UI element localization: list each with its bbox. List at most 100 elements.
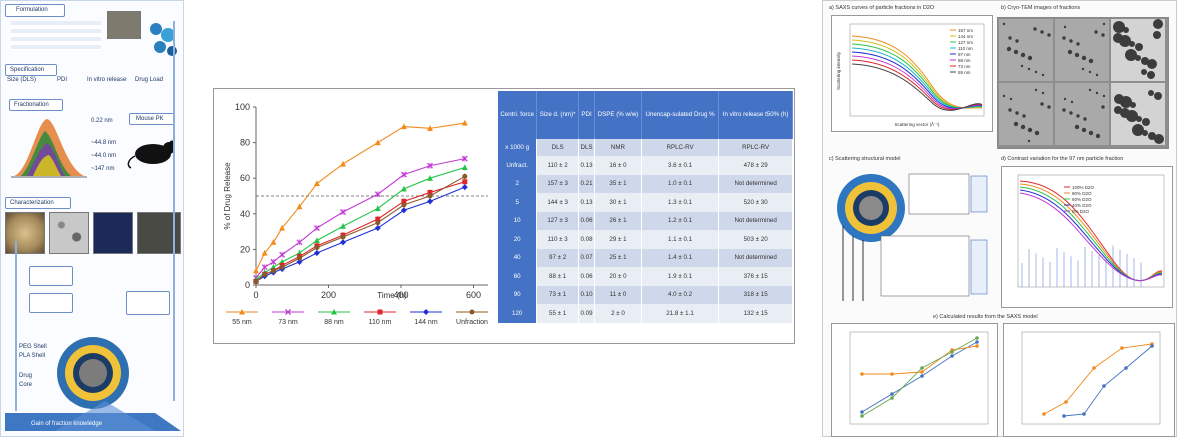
characterization-label: Characterization — [10, 200, 54, 206]
data-point — [374, 139, 381, 146]
data-point — [313, 249, 320, 256]
tem-particle — [1013, 121, 1019, 127]
result-line — [861, 341, 978, 413]
tem-particle — [1095, 133, 1101, 139]
mouse-icon — [127, 140, 175, 169]
fraction-size-label: ~44.8 nm — [91, 140, 117, 146]
legend-marker — [239, 309, 245, 315]
data-point — [297, 255, 302, 261]
legend-swatch — [272, 309, 304, 315]
data-point — [261, 249, 268, 256]
tem-particle — [1153, 19, 1163, 29]
result-line — [1043, 343, 1153, 415]
tem-particle — [1147, 59, 1157, 69]
table-cell: Not determined — [718, 211, 793, 230]
legend-label: 55 nm — [958, 70, 971, 75]
tem-particle — [1069, 39, 1073, 43]
table-cell: 97 ± 2 — [536, 248, 579, 267]
result-point — [1042, 412, 1046, 416]
flow-arrow — [173, 21, 175, 401]
data-point — [313, 237, 320, 243]
knowledge-banner-label: Gain of fraction knowledge — [31, 421, 103, 427]
result-point — [920, 374, 924, 378]
table-cell: 21.8 ± 1.1 — [641, 304, 720, 323]
tem-particle — [1063, 25, 1067, 29]
tem-particle — [1154, 134, 1164, 144]
legend-item: 88 nm — [312, 307, 356, 326]
formulation-notes — [11, 21, 101, 51]
table-cell: 503 ± 20 — [718, 230, 793, 249]
table-row: 40 97 ± 2 0.07 25 ± 1 1.4 ± 0.1 Not determine… — [498, 248, 793, 267]
tem-particle — [1147, 71, 1155, 79]
tem-particle — [1120, 108, 1130, 118]
tem-thumb — [49, 212, 89, 254]
table-cell: 2 ± 0 — [594, 304, 642, 323]
y-axis-label: % of Drug Release — [223, 162, 232, 230]
table-cell: 127 ± 3 — [536, 211, 579, 230]
tem-particle — [1041, 91, 1045, 95]
fraction-size-label: 0.22 nm — [91, 118, 113, 124]
legend-label: 157 nm — [958, 28, 973, 33]
legend-label: 110 nm — [368, 319, 392, 326]
table-header: Size d. (nm)* — [536, 91, 579, 139]
saxs-results-plot-right — [1003, 323, 1175, 437]
y-tick-label: 60 — [240, 173, 250, 183]
table-cell: 30 ± 1 — [594, 193, 642, 212]
table-row: 60 88 ± 1 0.06 20 ± 0 1.9 ± 0.1 376 ± 15 — [498, 267, 793, 286]
data-point — [375, 216, 381, 222]
method-box — [29, 293, 73, 313]
table-cell: Unfract. — [498, 156, 538, 175]
x-axis-label: Scattering vector (Å⁻¹) — [895, 121, 940, 127]
cryo-tem-grid — [997, 17, 1169, 149]
data-point — [427, 175, 433, 181]
legend-label: 144 nm — [958, 34, 973, 39]
data-point — [401, 198, 407, 204]
y-tick-label: 0 — [245, 280, 250, 290]
series-line — [255, 175, 466, 282]
table-cell: 1.1 ± 0.1 — [641, 230, 720, 249]
knowledge-banner — [5, 401, 181, 431]
tem-particle — [1114, 106, 1122, 114]
tem-particle — [1062, 36, 1066, 40]
y-tick-label: 20 — [240, 244, 250, 254]
table-cell: 90 — [498, 285, 538, 304]
tem-particle — [1148, 132, 1156, 140]
data-point — [279, 264, 285, 270]
result-point — [1150, 344, 1154, 348]
table-header: In vitro release t50% (h) — [718, 91, 793, 139]
saxs-instrument-thumb — [93, 212, 133, 254]
result-point — [1120, 346, 1124, 350]
legend-label: 88 nm — [324, 319, 344, 326]
x-axis-label: Time (h) — [377, 291, 407, 300]
result-point — [975, 344, 979, 348]
tem-particle — [1102, 22, 1106, 26]
result-point — [890, 396, 894, 400]
x-tick-label: 600 — [466, 290, 481, 300]
y-tick-label: 100 — [235, 102, 250, 112]
y-tick-label: 80 — [240, 138, 250, 148]
layer-label: Core — [19, 382, 33, 388]
table-cell: x 1000 g — [498, 139, 538, 156]
data-point — [461, 184, 468, 191]
tem-particle — [1113, 21, 1125, 33]
data-point — [261, 264, 268, 271]
saxs-curve — [851, 47, 983, 109]
data-point — [400, 123, 407, 130]
result-point — [890, 372, 894, 376]
legend-item: 144 nm — [404, 307, 448, 326]
specification-label: Specification — [10, 67, 45, 73]
table-row: 20 110 ± 3 0.08 29 ± 1 1.1 ± 0.1 503 ± 20 — [498, 230, 793, 249]
table-cell: 110 ± 2 — [536, 156, 579, 175]
spec-item: In vitro release — [87, 77, 127, 83]
tem-particle — [1088, 88, 1092, 92]
release-table: Centri. force Size d. (nm)* PDI DSPE (% … — [498, 91, 793, 323]
spec-item: Size (DLS) — [7, 77, 37, 83]
subfigure-title: a) SAXS curves of particle fractions in … — [829, 5, 935, 11]
data-point — [427, 189, 433, 195]
subfigure-title: b) Cryo-TEM images of fractions — [1001, 5, 1081, 11]
mouse-pk-box: Mouse PK — [129, 113, 175, 125]
data-point — [296, 258, 303, 265]
table-row: Unfract. 110 ± 2 0.13 16 ± 0 3.6 ± 0.1 478 ± … — [498, 156, 793, 175]
tem-particle — [1034, 70, 1038, 74]
nanoparticle-model-icon — [57, 337, 129, 409]
